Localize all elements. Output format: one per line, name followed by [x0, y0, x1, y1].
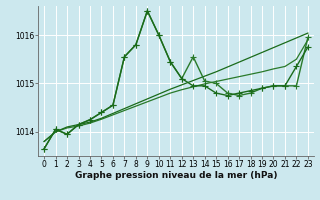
X-axis label: Graphe pression niveau de la mer (hPa): Graphe pression niveau de la mer (hPa) [75, 171, 277, 180]
